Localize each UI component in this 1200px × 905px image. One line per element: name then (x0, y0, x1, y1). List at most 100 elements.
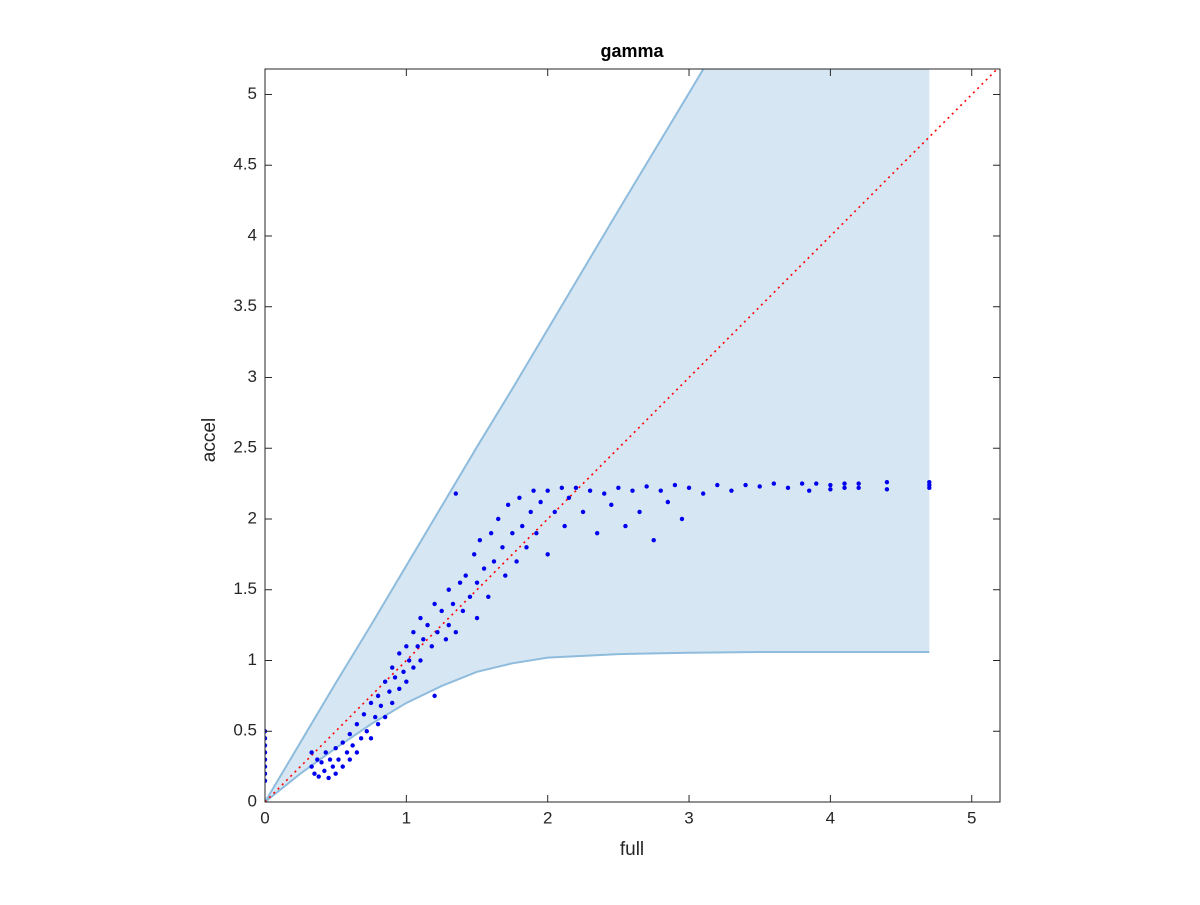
scatter-point (757, 484, 762, 489)
scatter-point (771, 481, 777, 486)
scatter-point (411, 629, 416, 635)
scatter-point (439, 608, 444, 614)
scatter-point (637, 509, 642, 515)
scatter-point (566, 495, 572, 500)
scatter-point (814, 481, 819, 486)
scatter-point (319, 760, 324, 765)
scatter-point (559, 485, 565, 491)
y-tick-label: 2 (248, 508, 257, 527)
scatter-point (382, 714, 388, 720)
scatter-point (457, 580, 463, 585)
scatter-point (354, 750, 360, 755)
scatter-point (500, 545, 505, 550)
scatter-point (425, 622, 430, 628)
y-tick-label: 0 (248, 791, 257, 810)
scatter-point (842, 485, 847, 491)
scatter-point (679, 516, 685, 522)
scatter-point (524, 545, 529, 550)
axes-box (264, 68, 1001, 803)
scatter-point (364, 729, 369, 734)
scatter-point (347, 731, 353, 737)
scatter-point (316, 774, 321, 779)
scatter-point (411, 665, 416, 670)
scatter-point (729, 488, 734, 493)
scatter-point (323, 750, 328, 755)
scatter-point (856, 485, 861, 491)
scatter-point (340, 764, 345, 769)
scatter-point (528, 509, 533, 515)
y-tick-label: 3.5 (233, 296, 257, 315)
scatter-point (309, 750, 314, 755)
scatter-point (486, 594, 491, 600)
scatter-point (397, 686, 402, 691)
scatter-point (390, 700, 395, 706)
scatter-point (474, 615, 480, 621)
scatter-point (644, 484, 649, 489)
scatter-point (453, 491, 459, 496)
scatter-point (340, 740, 345, 745)
scatter-point (327, 757, 333, 762)
scatter-point (378, 703, 384, 708)
scatter-point (580, 509, 586, 515)
scatter-point (265, 764, 268, 769)
scatter-point (333, 746, 338, 751)
scatter-point (418, 658, 423, 663)
scatter-point (265, 743, 268, 748)
scatter-point (350, 743, 355, 748)
scatter-point (354, 721, 360, 727)
axes: 0 1 2 3 4 5 0 0.5 1 1.5 2 2.5 3 3.5 4 4.5 5 (233, 68, 1001, 827)
scatter-point (373, 714, 378, 720)
scatter-point (397, 651, 402, 656)
scatter-point (375, 693, 381, 699)
scatter-point (715, 482, 720, 488)
scatter-point (651, 538, 656, 543)
scatter-point (477, 538, 483, 543)
scatter-point (406, 658, 412, 663)
y-tick-label: 4 (248, 225, 257, 244)
y-tick-label: 1 (248, 650, 257, 669)
chart-title: gamma (600, 41, 664, 61)
plot-area (265, 69, 999, 802)
scatter-point (700, 491, 706, 496)
scatter-point (503, 573, 508, 578)
x-tick-label: 2 (543, 808, 552, 827)
x-tick-label: 3 (684, 808, 693, 827)
scatter-point (491, 559, 497, 564)
scatter-point (538, 499, 543, 505)
scatter-point (496, 516, 501, 522)
scatter-point (514, 559, 519, 564)
scatter-point (401, 669, 406, 675)
scatter-point (534, 530, 539, 536)
scatter-point (429, 644, 434, 649)
scatter-point (404, 679, 409, 684)
y-tick-label: 1.5 (233, 579, 257, 598)
scatter-point (333, 771, 338, 776)
scatter-point (443, 637, 449, 642)
scatter-point (418, 615, 423, 621)
scatter-point (382, 679, 388, 684)
scatter-point (481, 566, 487, 571)
scatter-point (358, 736, 364, 741)
scatter-point (665, 499, 671, 505)
x-tick-label: 1 (402, 808, 411, 827)
scatter-point (785, 485, 791, 491)
scatter-point (658, 488, 663, 493)
scatter-point (312, 771, 317, 776)
scatter-point (842, 481, 847, 486)
scatter-point (432, 601, 437, 607)
scatter-point (347, 757, 353, 762)
scatter-point (828, 482, 833, 488)
scatter-point (545, 552, 550, 557)
scatter-point (562, 523, 567, 529)
x-tick-label: 0 (260, 808, 269, 827)
scatter-point (361, 712, 367, 717)
scatter-point (309, 764, 314, 769)
scatter-point (573, 485, 579, 491)
scatter-point (517, 495, 522, 500)
scatter-point (856, 481, 861, 486)
scatter-point (404, 644, 409, 649)
scatter-point (799, 481, 805, 486)
scatter-point (505, 502, 511, 508)
y-tick-label: 2.5 (233, 438, 257, 457)
